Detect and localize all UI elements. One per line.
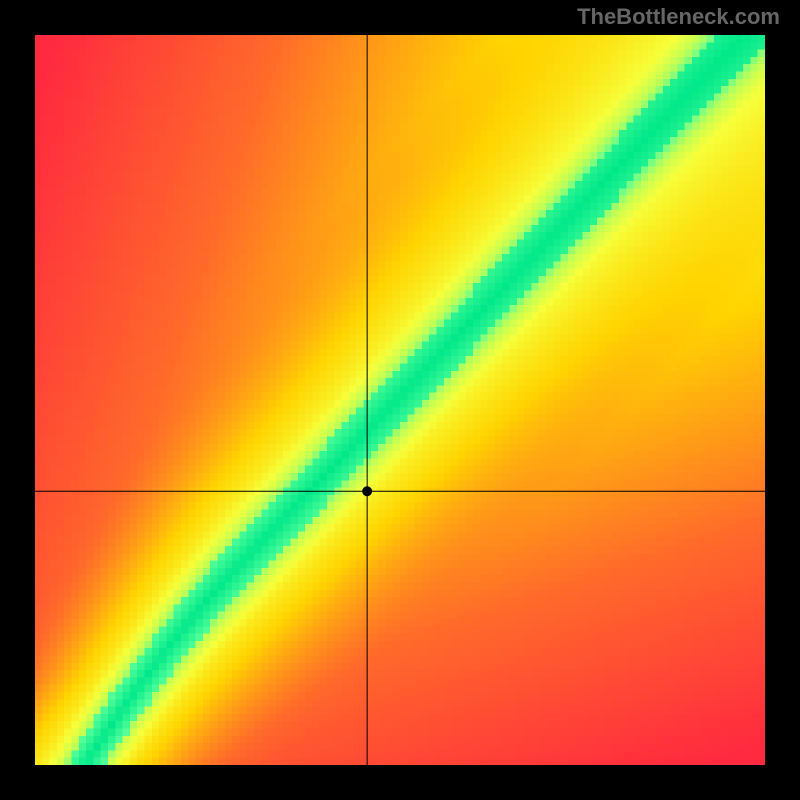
heatmap-canvas: [35, 35, 765, 765]
watermark-text: TheBottleneck.com: [577, 4, 780, 30]
chart-container: TheBottleneck.com: [0, 0, 800, 800]
